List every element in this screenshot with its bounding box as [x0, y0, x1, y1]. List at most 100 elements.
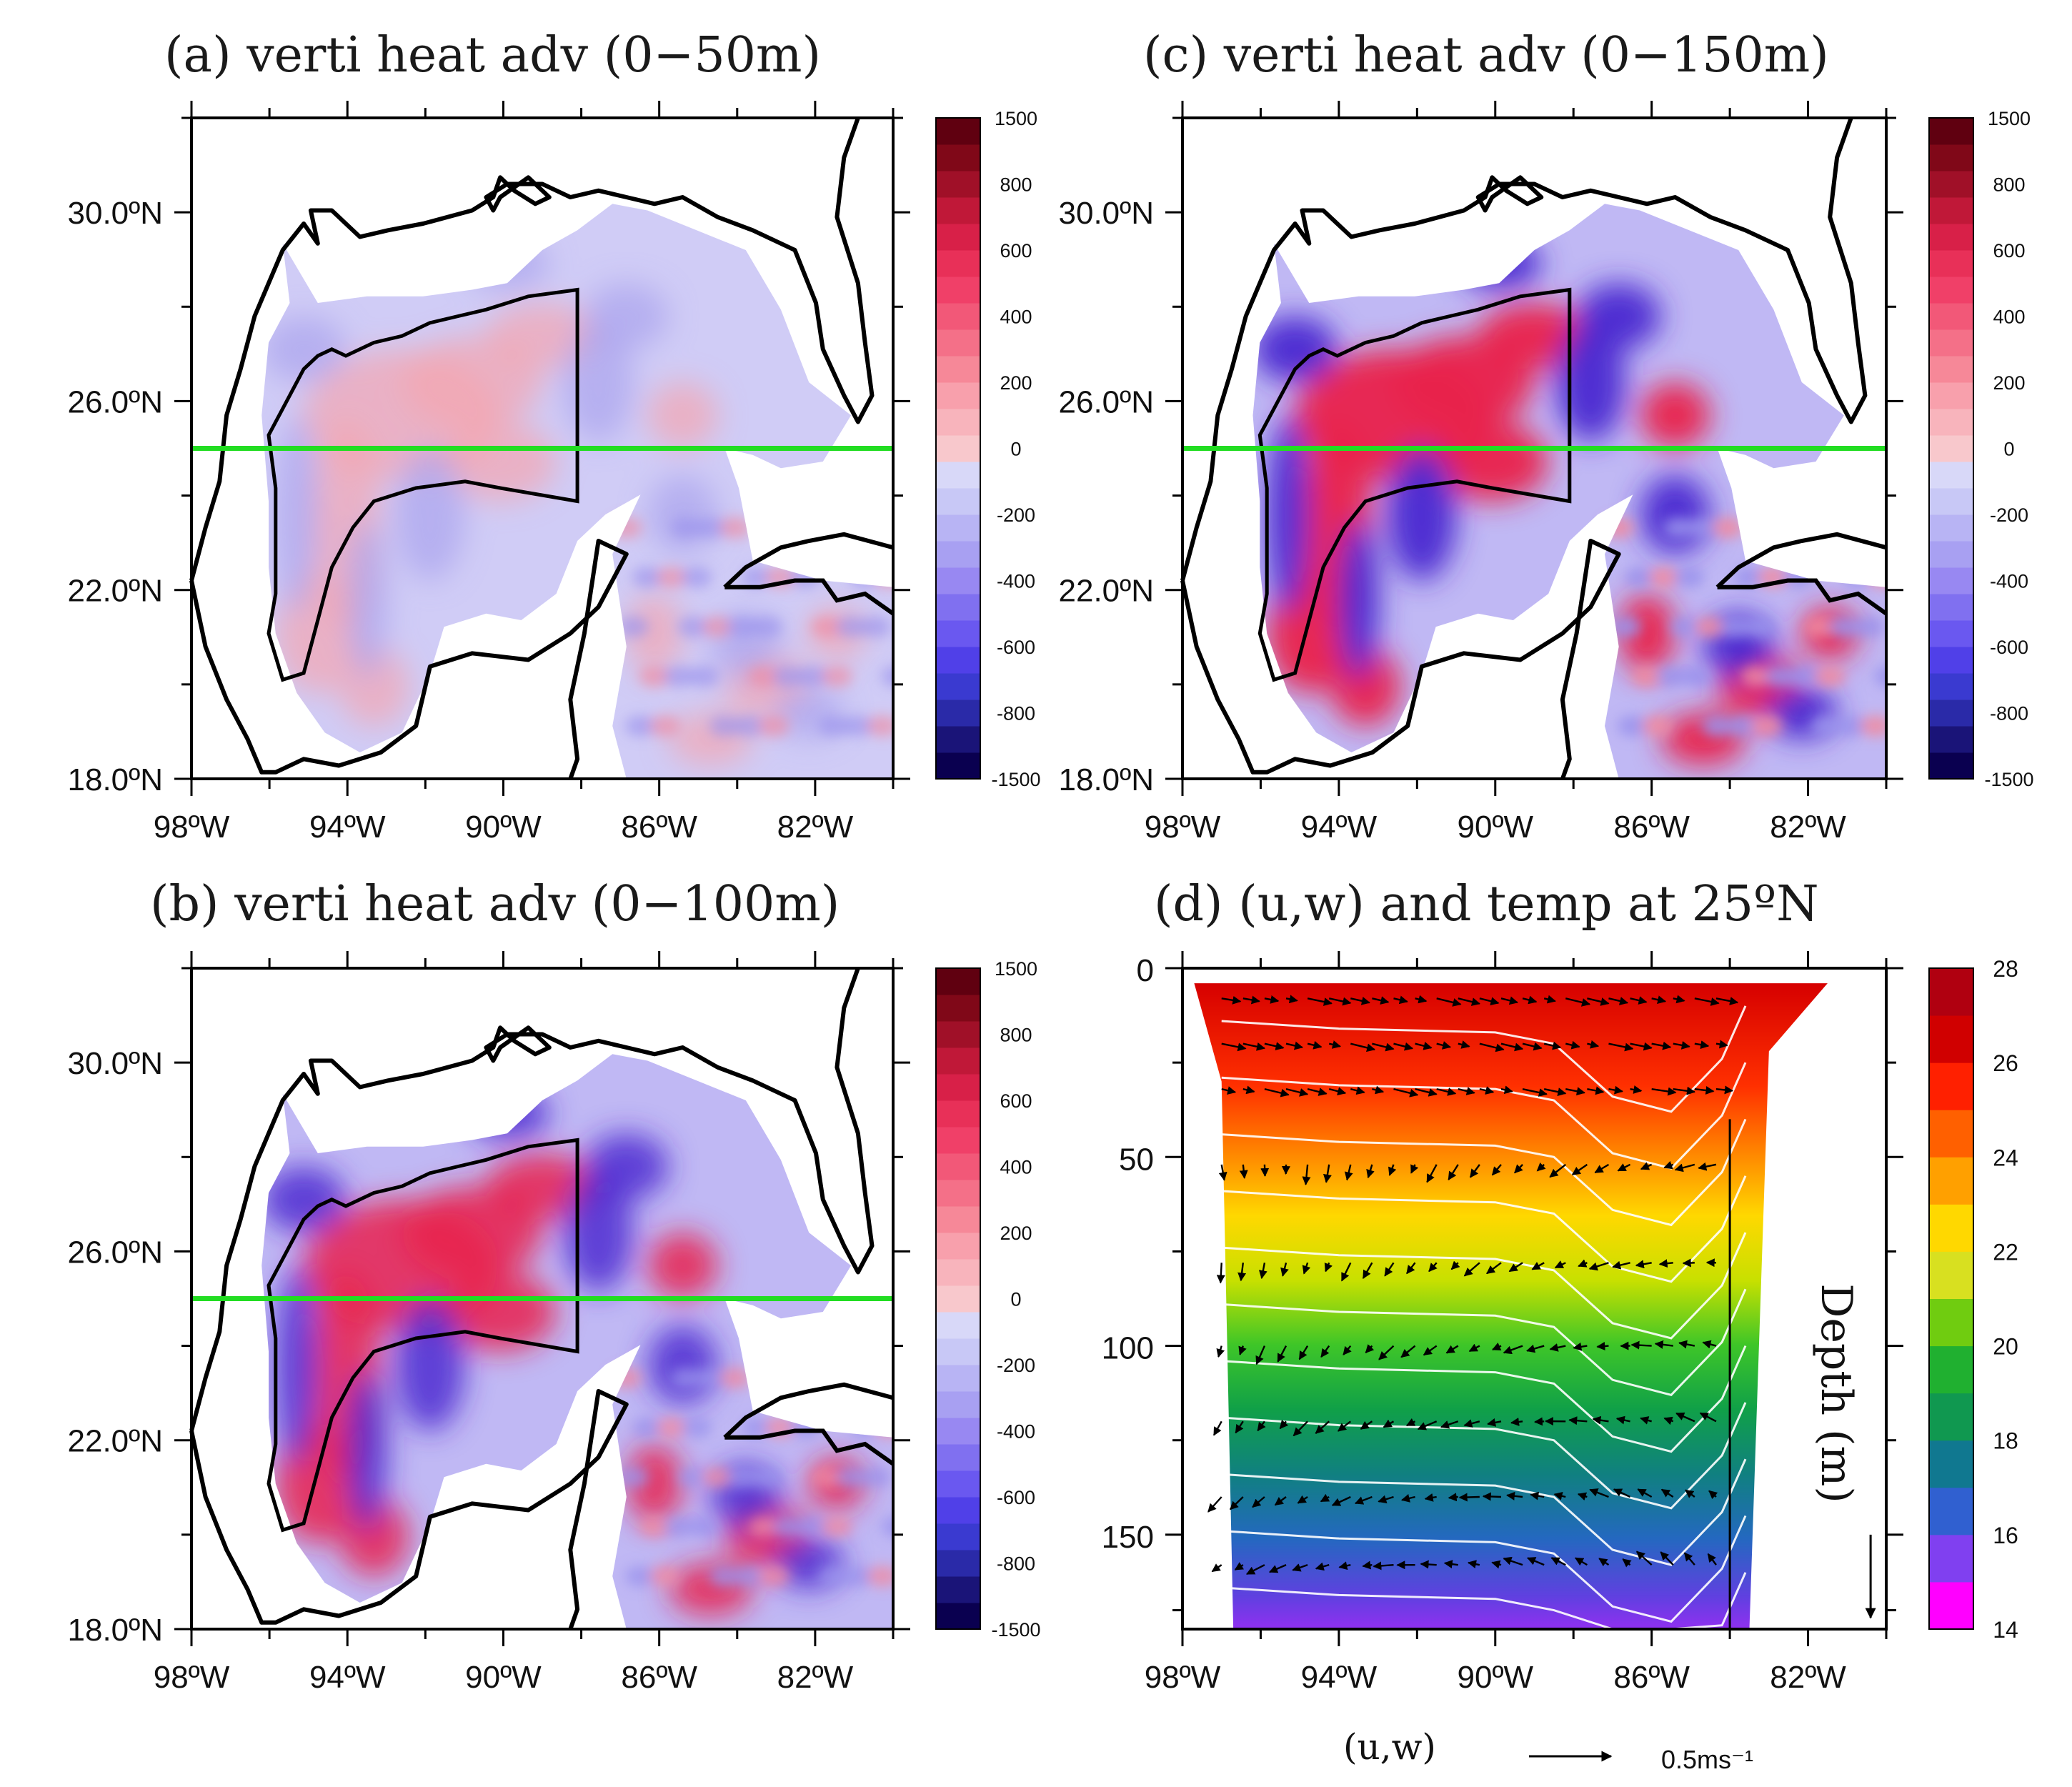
isotherm-line	[1221, 1005, 1747, 1113]
velocity-vector	[1598, 1558, 1610, 1567]
velocity-vector	[1694, 1040, 1710, 1050]
temp-colorbar-label: 26	[1993, 1050, 2018, 1076]
colorbar-segment	[936, 1470, 980, 1498]
colorbar-segment	[936, 1153, 980, 1180]
velocity-vector	[1715, 1085, 1733, 1095]
panel-d-section: 98ºW 94ºW 90ºW 86ºW 82ºW 0 50 100 150 28 26 24 22 20 1…	[1102, 951, 2018, 1695]
velocity-vector	[1344, 1164, 1353, 1181]
velocity-vector	[1635, 1260, 1652, 1269]
colorbar-segment	[1929, 514, 1973, 542]
velocity-vector	[1698, 1162, 1717, 1171]
colorbar-segment	[936, 382, 980, 409]
velocity-vector	[1637, 1488, 1653, 1498]
y-tick-label: 18.0ºN	[68, 1613, 163, 1648]
panel-d-title: (d) (u,w) and temp at 25ºN	[1154, 876, 1819, 932]
velocity-vector	[1252, 1496, 1265, 1508]
colorbar-segment	[1929, 462, 1973, 489]
depth-tick-label: 50	[1119, 1142, 1154, 1177]
velocity-vector	[1337, 1420, 1352, 1432]
velocity-vector	[1527, 1557, 1545, 1566]
velocity-vector	[1694, 1086, 1715, 1095]
y-tick-label: 26.0ºN	[68, 384, 163, 419]
velocity-vector	[1350, 1042, 1376, 1052]
velocity-vector	[1277, 1345, 1287, 1363]
velocity-vector	[1264, 1087, 1290, 1097]
velocity-vector	[1685, 1489, 1695, 1498]
velocity-vector	[1307, 1087, 1328, 1096]
colorbar-segment	[936, 277, 980, 304]
velocity-vector	[1458, 1493, 1480, 1502]
section-frame	[1181, 967, 1888, 1631]
colorbar-segment	[1929, 673, 1973, 700]
velocity-vector	[1242, 1085, 1255, 1095]
coastline-south	[1180, 539, 1621, 780]
y-tick-label: 30.0ºN	[68, 196, 163, 231]
colorbar-segment	[936, 144, 980, 171]
isotherm-line	[1221, 1515, 1747, 1623]
colorbar-label: 600	[1000, 1090, 1032, 1112]
x-tick-label: 86ºW	[621, 1660, 697, 1695]
x-tick-label: 82ºW	[777, 810, 854, 845]
velocity-vector	[1292, 1420, 1308, 1437]
velocity-vector	[1221, 1042, 1247, 1052]
panel-b-title: (b) verti heat adv (0−100m)	[150, 876, 840, 932]
colorbar-frame	[935, 967, 981, 1630]
colorbar-label: 800	[1000, 174, 1032, 196]
velocity-vector	[1280, 1262, 1289, 1277]
colorbar-segment	[936, 224, 980, 251]
velocity-vector	[1617, 1163, 1631, 1172]
velocity-vector	[1673, 1040, 1690, 1050]
coastline-south	[189, 1389, 629, 1631]
velocity-vector	[1479, 1042, 1505, 1052]
velocity-vector	[1640, 1416, 1652, 1425]
velocity-vector	[1577, 1492, 1588, 1501]
velocity-vector	[1588, 1262, 1609, 1271]
colorbar-segment	[1929, 541, 1973, 568]
velocity-vector	[1218, 1164, 1227, 1181]
coastline-cuba-north	[723, 1382, 894, 1439]
velocity-vector	[1328, 1040, 1341, 1049]
colorbar-segment	[936, 752, 980, 780]
velocity-vector	[1500, 996, 1518, 1005]
velocity-vector	[1428, 1262, 1438, 1273]
velocity-vector	[1660, 1551, 1674, 1566]
x-tick-label: 98ºW	[1145, 810, 1221, 845]
velocity-vector	[1393, 1087, 1419, 1097]
x-tick-label: 90ºW	[1458, 810, 1534, 845]
colorbar-segment	[936, 197, 980, 224]
vector-label: (u,w)	[1343, 1726, 1436, 1768]
velocity-vector	[1608, 997, 1629, 1005]
analysis-box	[267, 287, 579, 682]
colorbar-label: -400	[997, 571, 1035, 592]
velocity-vector	[1458, 997, 1480, 1006]
velocity-vector	[1612, 1260, 1630, 1270]
colorbar-label: -1500	[991, 769, 1040, 790]
depth-tick-label: 100	[1102, 1331, 1154, 1366]
velocity-vector	[1531, 1262, 1545, 1270]
velocity-vector	[1400, 1345, 1416, 1358]
colorbar-label: -600	[997, 637, 1035, 658]
colorbar-segment	[936, 1100, 980, 1128]
velocity-vector	[1423, 1345, 1438, 1356]
colorbar-label: -400	[1990, 571, 2028, 592]
map-frame	[190, 967, 895, 1631]
velocity-vector	[1543, 1087, 1567, 1097]
colorbar-segment	[1929, 409, 1973, 436]
colorbar-label: -200	[1990, 504, 2028, 526]
isotherm-line	[1221, 1572, 1747, 1631]
velocity-vector	[1508, 1262, 1523, 1273]
isotherm-line	[1221, 1232, 1747, 1340]
colorbar-segment	[936, 673, 980, 700]
velocity-vector	[1366, 1164, 1375, 1179]
velocity-vector	[1216, 1345, 1225, 1358]
velocity-vector	[1574, 1557, 1588, 1566]
velocity-vector	[1715, 997, 1739, 1005]
x-tick-label: 90ºW	[465, 810, 542, 845]
velocity-vector	[1660, 1488, 1674, 1498]
velocity-vector	[1242, 995, 1260, 1005]
velocity-vector	[1651, 1087, 1677, 1096]
coastline-south	[189, 539, 629, 780]
panel-c-title: (c) verti heat adv (0−150m)	[1143, 27, 1829, 84]
y-tick-label: 30.0ºN	[68, 1046, 163, 1081]
velocity-vector	[1274, 1496, 1287, 1506]
